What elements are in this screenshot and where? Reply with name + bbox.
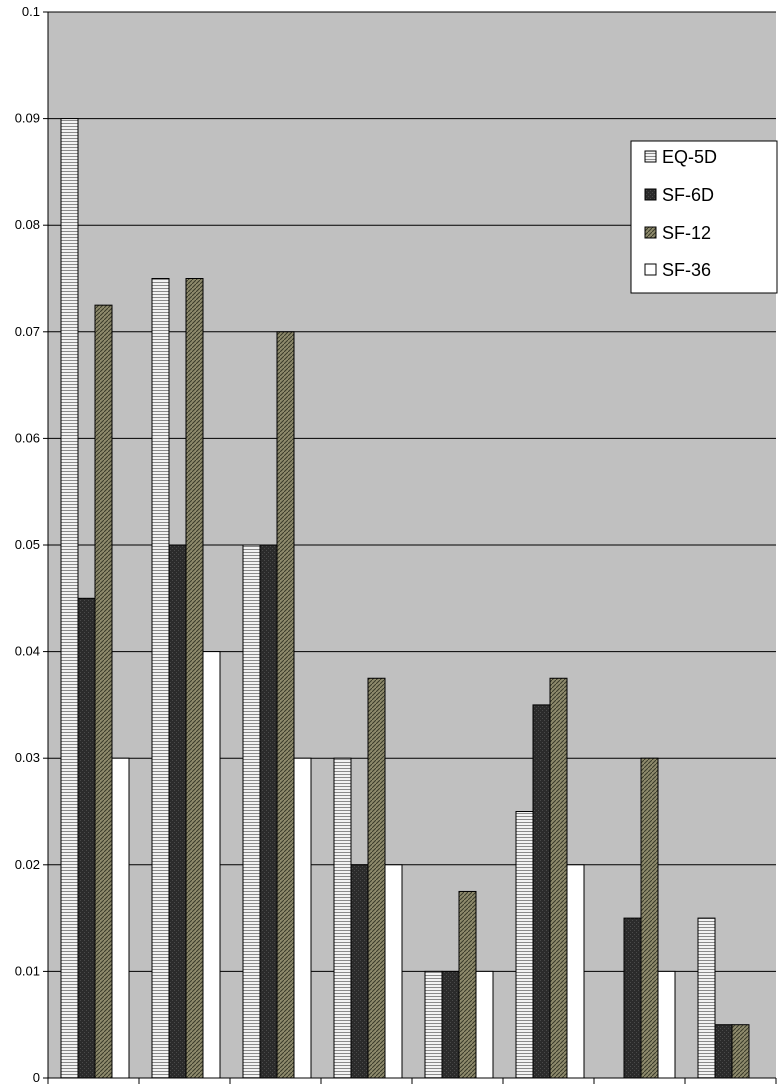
legend-label-sf12: SF-12: [662, 223, 711, 243]
legend-label-eq5d: EQ-5D: [662, 147, 717, 167]
bar-sf12: [640, 757, 659, 1079]
bar-sf6d: [441, 970, 460, 1079]
legend-swatch-sf12: [644, 226, 657, 239]
bar-sf6d: [623, 917, 642, 1079]
legend-swatch-eq5d: [644, 150, 657, 163]
bar-sf36: [475, 970, 494, 1079]
bar-eq5d: [333, 757, 352, 1079]
bar-sf12: [276, 331, 295, 1079]
y-tick-label: 0.08: [15, 217, 40, 232]
y-tick-label: 0: [33, 1070, 40, 1085]
y-tick-label: 0.03: [15, 750, 40, 765]
bar-sf6d: [168, 544, 187, 1079]
bar-sf12: [549, 677, 568, 1079]
bar-sf36: [111, 757, 130, 1079]
legend-label-sf36: SF-36: [662, 260, 711, 280]
axes: [43, 11, 777, 1084]
bar-sf6d: [350, 864, 369, 1079]
y-tick-label: 0.05: [15, 537, 40, 552]
legend-label-sf6d: SF-6D: [662, 185, 714, 205]
y-tick-labels: 0 0.01 0.02 0.03 0.04 0.05 0.06 0.07 0.08 0.09 0.1: [15, 4, 40, 1085]
bar-sf6d: [532, 704, 551, 1079]
bar-sf36: [384, 864, 403, 1079]
bar-sf36: [293, 757, 312, 1079]
bar-sf6d: [714, 1024, 733, 1079]
bar-eq5d: [424, 970, 443, 1079]
bar-sf36: [566, 864, 585, 1079]
bar-sf12: [731, 1024, 750, 1079]
bar-eq5d: [515, 811, 534, 1079]
bar-sf6d: [77, 597, 96, 1079]
y-tick-label: 0.01: [15, 963, 40, 978]
bar-sf12: [458, 890, 477, 1079]
bar-sf6d: [259, 544, 278, 1079]
legend-swatch-sf6d: [644, 188, 657, 201]
bar-sf12: [185, 278, 204, 1079]
y-tick-label: 0.06: [15, 430, 40, 445]
y-tick-label: 0.02: [15, 857, 40, 872]
legend-swatch-sf36: [644, 263, 657, 276]
bar-sf36: [657, 970, 676, 1079]
bar-sf12: [94, 304, 113, 1079]
y-tick-label: 0.07: [15, 324, 40, 339]
bar-eq5d: [242, 544, 261, 1079]
legend: EQ-5D SF-6D SF-12 SF-36: [630, 140, 778, 294]
y-tick-label: 0.04: [15, 644, 40, 659]
y-tick-label: 0.09: [15, 111, 40, 126]
bar-eq5d: [151, 278, 170, 1079]
bar-sf12: [367, 677, 386, 1079]
bar-eq5d: [60, 118, 79, 1079]
bar-eq5d: [697, 917, 716, 1079]
bar-sf36: [202, 651, 221, 1079]
y-tick-label: 0.1: [22, 4, 40, 19]
bars: [60, 118, 750, 1079]
